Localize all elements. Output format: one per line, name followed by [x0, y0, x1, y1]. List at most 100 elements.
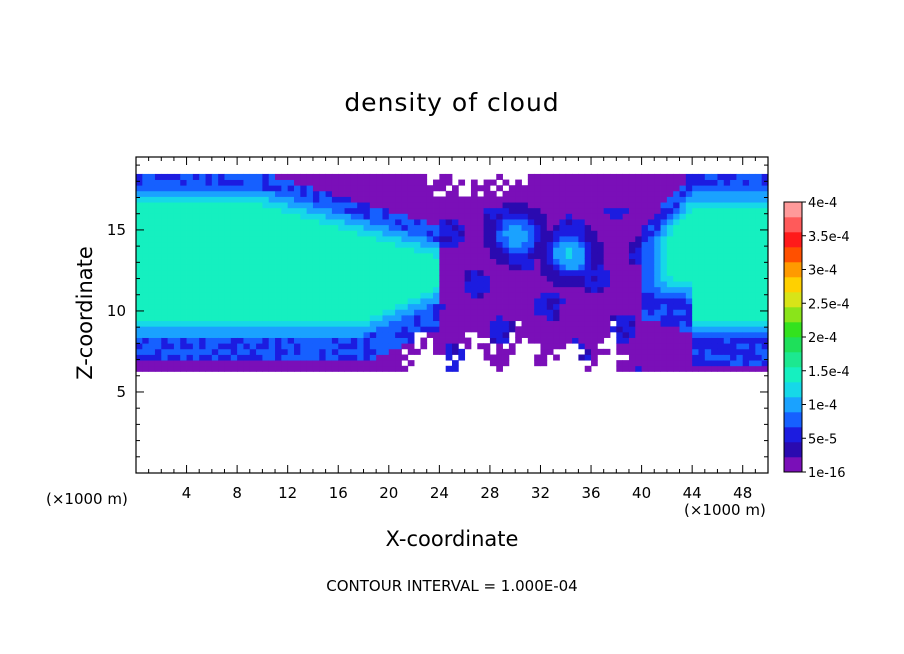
density-cell	[534, 303, 541, 310]
density-cell	[622, 179, 630, 186]
density-cell	[515, 337, 522, 344]
density-cell	[458, 196, 466, 203]
density-cell	[635, 337, 642, 344]
density-cell	[407, 202, 415, 209]
density-cell	[224, 365, 232, 372]
density-cell	[376, 315, 383, 322]
density-cell	[559, 286, 567, 293]
density-cell	[369, 275, 377, 282]
density-cell	[142, 207, 150, 214]
density-cell	[711, 337, 718, 344]
density-cell	[565, 281, 573, 288]
density-cell	[281, 281, 289, 288]
density-cell	[742, 337, 750, 344]
density-cell	[294, 275, 301, 282]
density-cell	[628, 275, 636, 282]
density-cell	[331, 331, 339, 338]
density-cell	[761, 264, 768, 271]
density-cell	[704, 298, 712, 305]
density-cell	[730, 315, 737, 322]
density-cell	[723, 309, 731, 316]
density-cell	[502, 348, 510, 355]
density-cell	[256, 348, 263, 355]
density-cell	[167, 320, 175, 327]
density-cell	[154, 360, 162, 367]
density-cell	[268, 219, 276, 226]
density-cell	[546, 309, 554, 316]
colorbar-label: 2e-4	[808, 331, 837, 346]
density-cell	[527, 190, 535, 197]
density-cell	[666, 315, 674, 322]
density-cell	[224, 326, 232, 333]
density-cell	[407, 190, 415, 197]
density-cell	[395, 286, 402, 293]
density-cell	[470, 275, 478, 282]
density-cell	[211, 354, 219, 361]
density-cell	[395, 241, 402, 248]
density-cell	[325, 269, 333, 276]
density-cell	[192, 309, 200, 316]
density-cell	[268, 348, 276, 355]
density-cell	[224, 241, 232, 248]
density-cell	[742, 207, 750, 214]
density-cell	[654, 348, 661, 355]
density-cell	[755, 326, 763, 333]
density-cell	[281, 252, 289, 259]
density-cell	[439, 326, 447, 333]
density-cell	[698, 354, 706, 361]
density-cell	[294, 219, 301, 226]
density-cell	[407, 258, 415, 265]
density-cell	[559, 247, 567, 254]
density-cell	[464, 224, 472, 231]
density-cell	[350, 303, 358, 310]
density-cell	[452, 224, 459, 231]
density-cell	[439, 219, 447, 226]
density-cell	[704, 264, 712, 271]
density-cell	[256, 354, 263, 361]
density-cell	[230, 281, 238, 288]
density-cell	[161, 236, 168, 243]
density-cell	[338, 337, 345, 344]
density-cell	[148, 224, 156, 231]
density-cell	[287, 309, 295, 316]
density-cell	[521, 230, 529, 237]
colorbar-swatch	[784, 307, 802, 323]
density-cell	[243, 326, 251, 333]
density-cell	[736, 247, 744, 254]
density-cell	[521, 190, 529, 197]
density-cell	[218, 315, 225, 322]
density-cell	[344, 207, 352, 214]
density-cell	[730, 292, 737, 299]
density-cell	[521, 298, 529, 305]
density-cell	[603, 202, 611, 209]
density-cell	[312, 286, 320, 293]
density-cell	[148, 236, 156, 243]
density-cell	[540, 337, 548, 344]
density-cell	[262, 224, 270, 231]
density-cell	[704, 292, 712, 299]
density-cell	[344, 190, 352, 197]
density-cell	[610, 236, 617, 243]
density-cell	[262, 326, 270, 333]
density-cell	[306, 365, 314, 372]
density-cell	[445, 320, 453, 327]
density-cell	[755, 343, 763, 350]
density-cell	[508, 202, 516, 209]
density-cell	[559, 309, 567, 316]
density-cell	[521, 269, 529, 276]
density-cell	[553, 185, 560, 192]
density-cell	[628, 269, 636, 276]
density-cell	[154, 320, 162, 327]
density-cell	[685, 337, 693, 344]
density-cell	[685, 202, 693, 209]
density-cell	[755, 230, 763, 237]
density-cell	[736, 190, 744, 197]
density-cell	[610, 185, 617, 192]
density-cell	[338, 236, 345, 243]
density-cell	[508, 286, 516, 293]
density-cell	[458, 303, 466, 310]
density-cell	[294, 185, 301, 192]
density-cell	[306, 185, 314, 192]
density-cell	[350, 219, 358, 226]
density-cell	[433, 331, 440, 338]
